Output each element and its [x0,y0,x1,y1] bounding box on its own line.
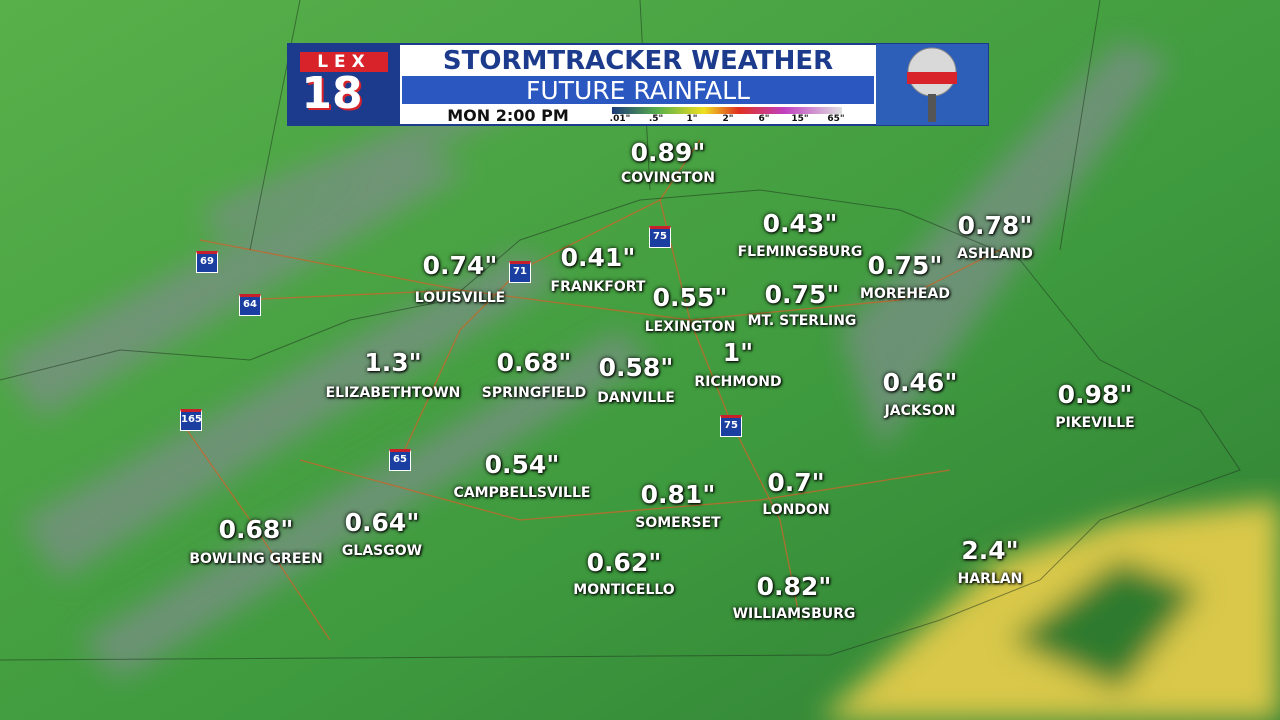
rain-amount: 0.68" [496,348,572,377]
city-name: FRANKFORT [550,279,646,295]
highway-shield: 75 [720,415,742,437]
rain-amount: 0.74" [422,251,498,280]
rain-amount: 0.58" [598,353,674,382]
city-name: CAMPBELLSVILLE [453,485,591,501]
rain-amount: 0.55" [652,283,728,312]
scale-label: 6" [758,114,770,124]
city-name: GLASGOW [341,543,423,559]
rain-amount: 1" [722,338,754,367]
rain-amount: 0.41" [560,243,636,272]
highway-shield: 64 [239,294,261,316]
city-name: LEXINGTON [644,319,736,335]
rain-amount: 0.98" [1057,380,1133,409]
logo-number: 18 [301,68,363,119]
rain-amount: 0.46" [882,368,958,397]
city-name: FLEMINGSBURG [737,244,863,260]
rain-amount: 0.68" [218,515,294,544]
scale-label: .5" [648,114,664,124]
logo-top: LEX [317,52,371,72]
highway-shield: 75 [649,226,671,248]
rain-amount: 0.75" [867,251,943,280]
city-name: HARLAN [957,571,1023,587]
rain-amount: 0.7" [767,468,825,497]
city-name: BOWLING GREEN [189,551,323,567]
rain-amount: 0.62" [586,548,662,577]
rain-amount: 0.43" [762,209,838,238]
rain-amount: 0.64" [344,508,420,537]
city-name: SOMERSET [635,515,721,531]
highway-shield: 69 [196,251,218,273]
scale-label: 65" [827,114,845,124]
scale-label: 15" [791,114,809,124]
city-name: JACKSON [884,403,956,419]
city-name: LOUISVILLE [414,290,506,306]
city-name: DANVILLE [597,390,675,406]
rain-amount: 0.82" [756,572,832,601]
city-name: MOREHEAD [860,286,950,302]
city-name: COVINGTON [621,170,715,186]
city-name: ELIZABETHTOWN [325,385,461,401]
rain-amount: 0.81" [640,480,716,509]
city-name: WILLIAMSBURG [732,606,856,622]
city-name: MONTICELLO [573,582,675,598]
city-name: SPRINGFIELD [481,385,587,401]
rain-amount: 0.89" [630,138,706,167]
rain-amount: 2.4" [961,536,1019,565]
time: MON 2:00 PM [447,106,569,125]
highway-shield: 65 [389,449,411,471]
rain-amount: 0.75" [764,280,840,309]
city-name: ASHLAND [957,246,1033,262]
city-name: LONDON [762,502,830,518]
city-name: PIKEVILLE [1055,415,1135,431]
rain-amount: 0.78" [957,211,1033,240]
title: STORMTRACKER WEATHER [442,46,834,76]
city-name: RICHMOND [694,374,782,390]
scale-label: 1" [686,114,698,124]
city-name: MT. STERLING [747,313,857,329]
rain-amount: 1.3" [364,348,422,377]
scale-label: .01" [609,114,631,124]
subtitle: FUTURE RAINFALL [526,76,750,105]
rain-amount: 0.54" [484,450,560,479]
highway-shield: 165 [180,409,202,431]
highway-shield: 71 [509,261,531,283]
scale-label: 2" [722,114,734,124]
